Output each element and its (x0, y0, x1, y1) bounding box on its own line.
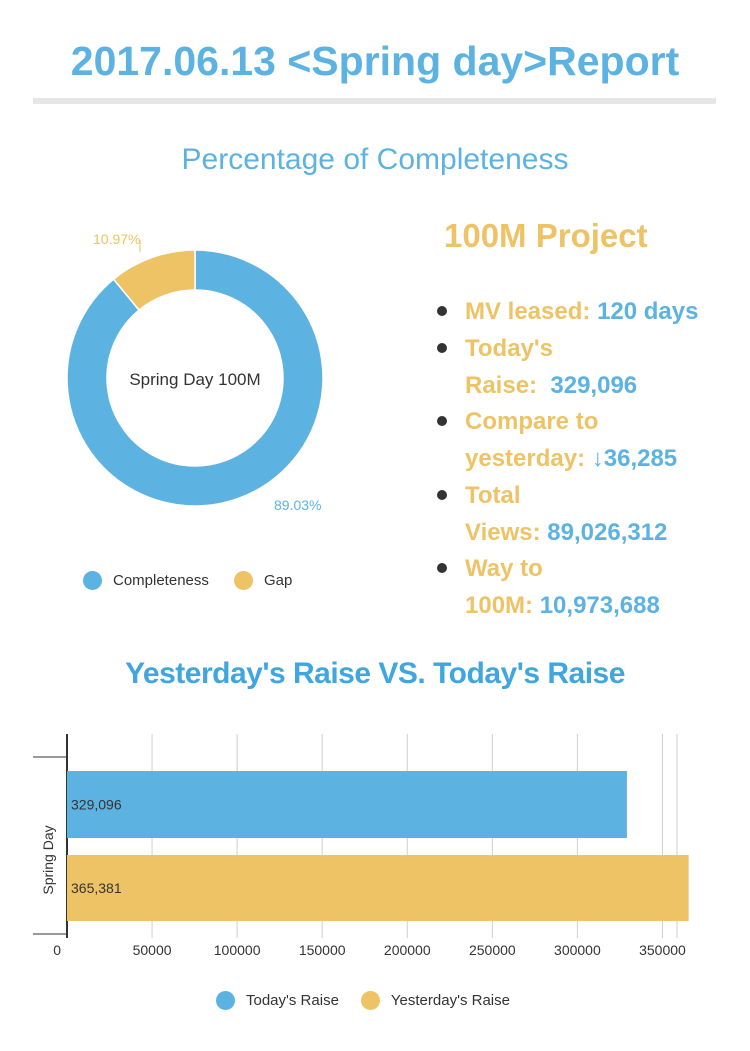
bar-chart-title: Yesterday's Raise VS. Today's Raise (125, 657, 625, 690)
stat-value: 89,026,312 (547, 519, 668, 546)
legend-item-completeness: Completeness (83, 571, 209, 590)
stat-label: yesterday: (465, 445, 586, 472)
x-tick-label: 0 (53, 942, 61, 958)
bullet-dot (437, 490, 447, 500)
bullet-dot (437, 563, 447, 573)
stat-value: 120 days (597, 298, 699, 325)
category-label-spring-day: Spring Day (40, 825, 56, 894)
legend-label-todays-raise: Today's Raise (246, 992, 339, 1009)
stat-label: Way to (465, 555, 543, 582)
legend-label-completeness: Completeness (113, 572, 209, 589)
stat-value: 329,096 (550, 372, 638, 399)
stat-total-views: Total Views: 89,026,312 (465, 477, 667, 551)
donut-center-label: Spring Day 100M (129, 370, 261, 389)
bullet-dot (437, 343, 447, 353)
legend-swatch-yesterdays-raise (360, 991, 380, 1010)
legend-swatch-todays-raise (216, 991, 235, 1010)
gap-slice-label: 10.97% (93, 231, 141, 247)
x-tick-label: 300000 (554, 942, 601, 958)
legend-item-gap: Gap (234, 571, 292, 590)
bar-todays-raise (67, 771, 627, 838)
x-tick-label: 350000 (639, 942, 686, 958)
legend-item-todays-raise: Today's Raise (216, 991, 339, 1010)
bar-chart: 329,096 365,381 0 50000 100000 150000 200000 2… (33, 734, 689, 958)
bar-legend: Today's Raise Yesterday's Raise (216, 991, 510, 1010)
stat-mv-leased: MV leased: 120 days (465, 293, 698, 330)
legend-swatch-completeness (83, 571, 102, 590)
x-tick-label: 150000 (299, 942, 346, 958)
stat-value: 10,973,688 (539, 592, 660, 619)
bullet-dot (437, 416, 447, 426)
legend-label-yesterdays-raise: Yesterday's Raise (390, 992, 510, 1009)
x-tick-label: 200000 (384, 942, 431, 958)
stat-compare-yesterday: Compare to yesterday: ↓36,285 (465, 403, 677, 477)
completeness-slice-label: 89.03% (274, 497, 322, 513)
stat-value: ↓36,285 (591, 445, 678, 472)
bullet-dot (437, 306, 447, 316)
legend-label-gap: Gap (264, 572, 293, 589)
donut-chart (66, 240, 324, 507)
stat-label: Today's (465, 335, 553, 362)
bar-label-yesterdays-raise: 365,381 (71, 880, 122, 896)
x-tick-label: 50000 (133, 942, 172, 958)
x-tick-label: 100000 (214, 942, 261, 958)
project-title: 100M Project (444, 217, 648, 254)
stat-label: 100M: (465, 592, 534, 619)
legend-swatch-gap (234, 571, 253, 590)
title-divider (33, 98, 716, 104)
stat-label: MV leased: (465, 298, 591, 325)
x-tick-label: 250000 (469, 942, 516, 958)
stat-label: Raise: (465, 372, 538, 399)
page-title: 2017.06.13 <Spring day>Report (70, 38, 680, 84)
donut-slice-gap (112, 249, 196, 312)
donut-slice-completeness (66, 249, 324, 507)
bar-label-todays-raise: 329,096 (71, 797, 122, 813)
stat-label: Total (465, 482, 521, 509)
donut-chart-title: Percentage of Completeness (181, 143, 569, 176)
legend-item-yesterdays-raise: Yesterday's Raise (360, 991, 510, 1010)
stat-todays-raise: Today's Raise: 329,096 (465, 330, 637, 404)
stat-label: Compare to (465, 408, 599, 435)
bar-yesterdays-raise (67, 855, 689, 921)
stat-label: Views: (465, 519, 541, 546)
stat-way-to-100m: Way to 100M: 10,973,688 (465, 550, 660, 624)
